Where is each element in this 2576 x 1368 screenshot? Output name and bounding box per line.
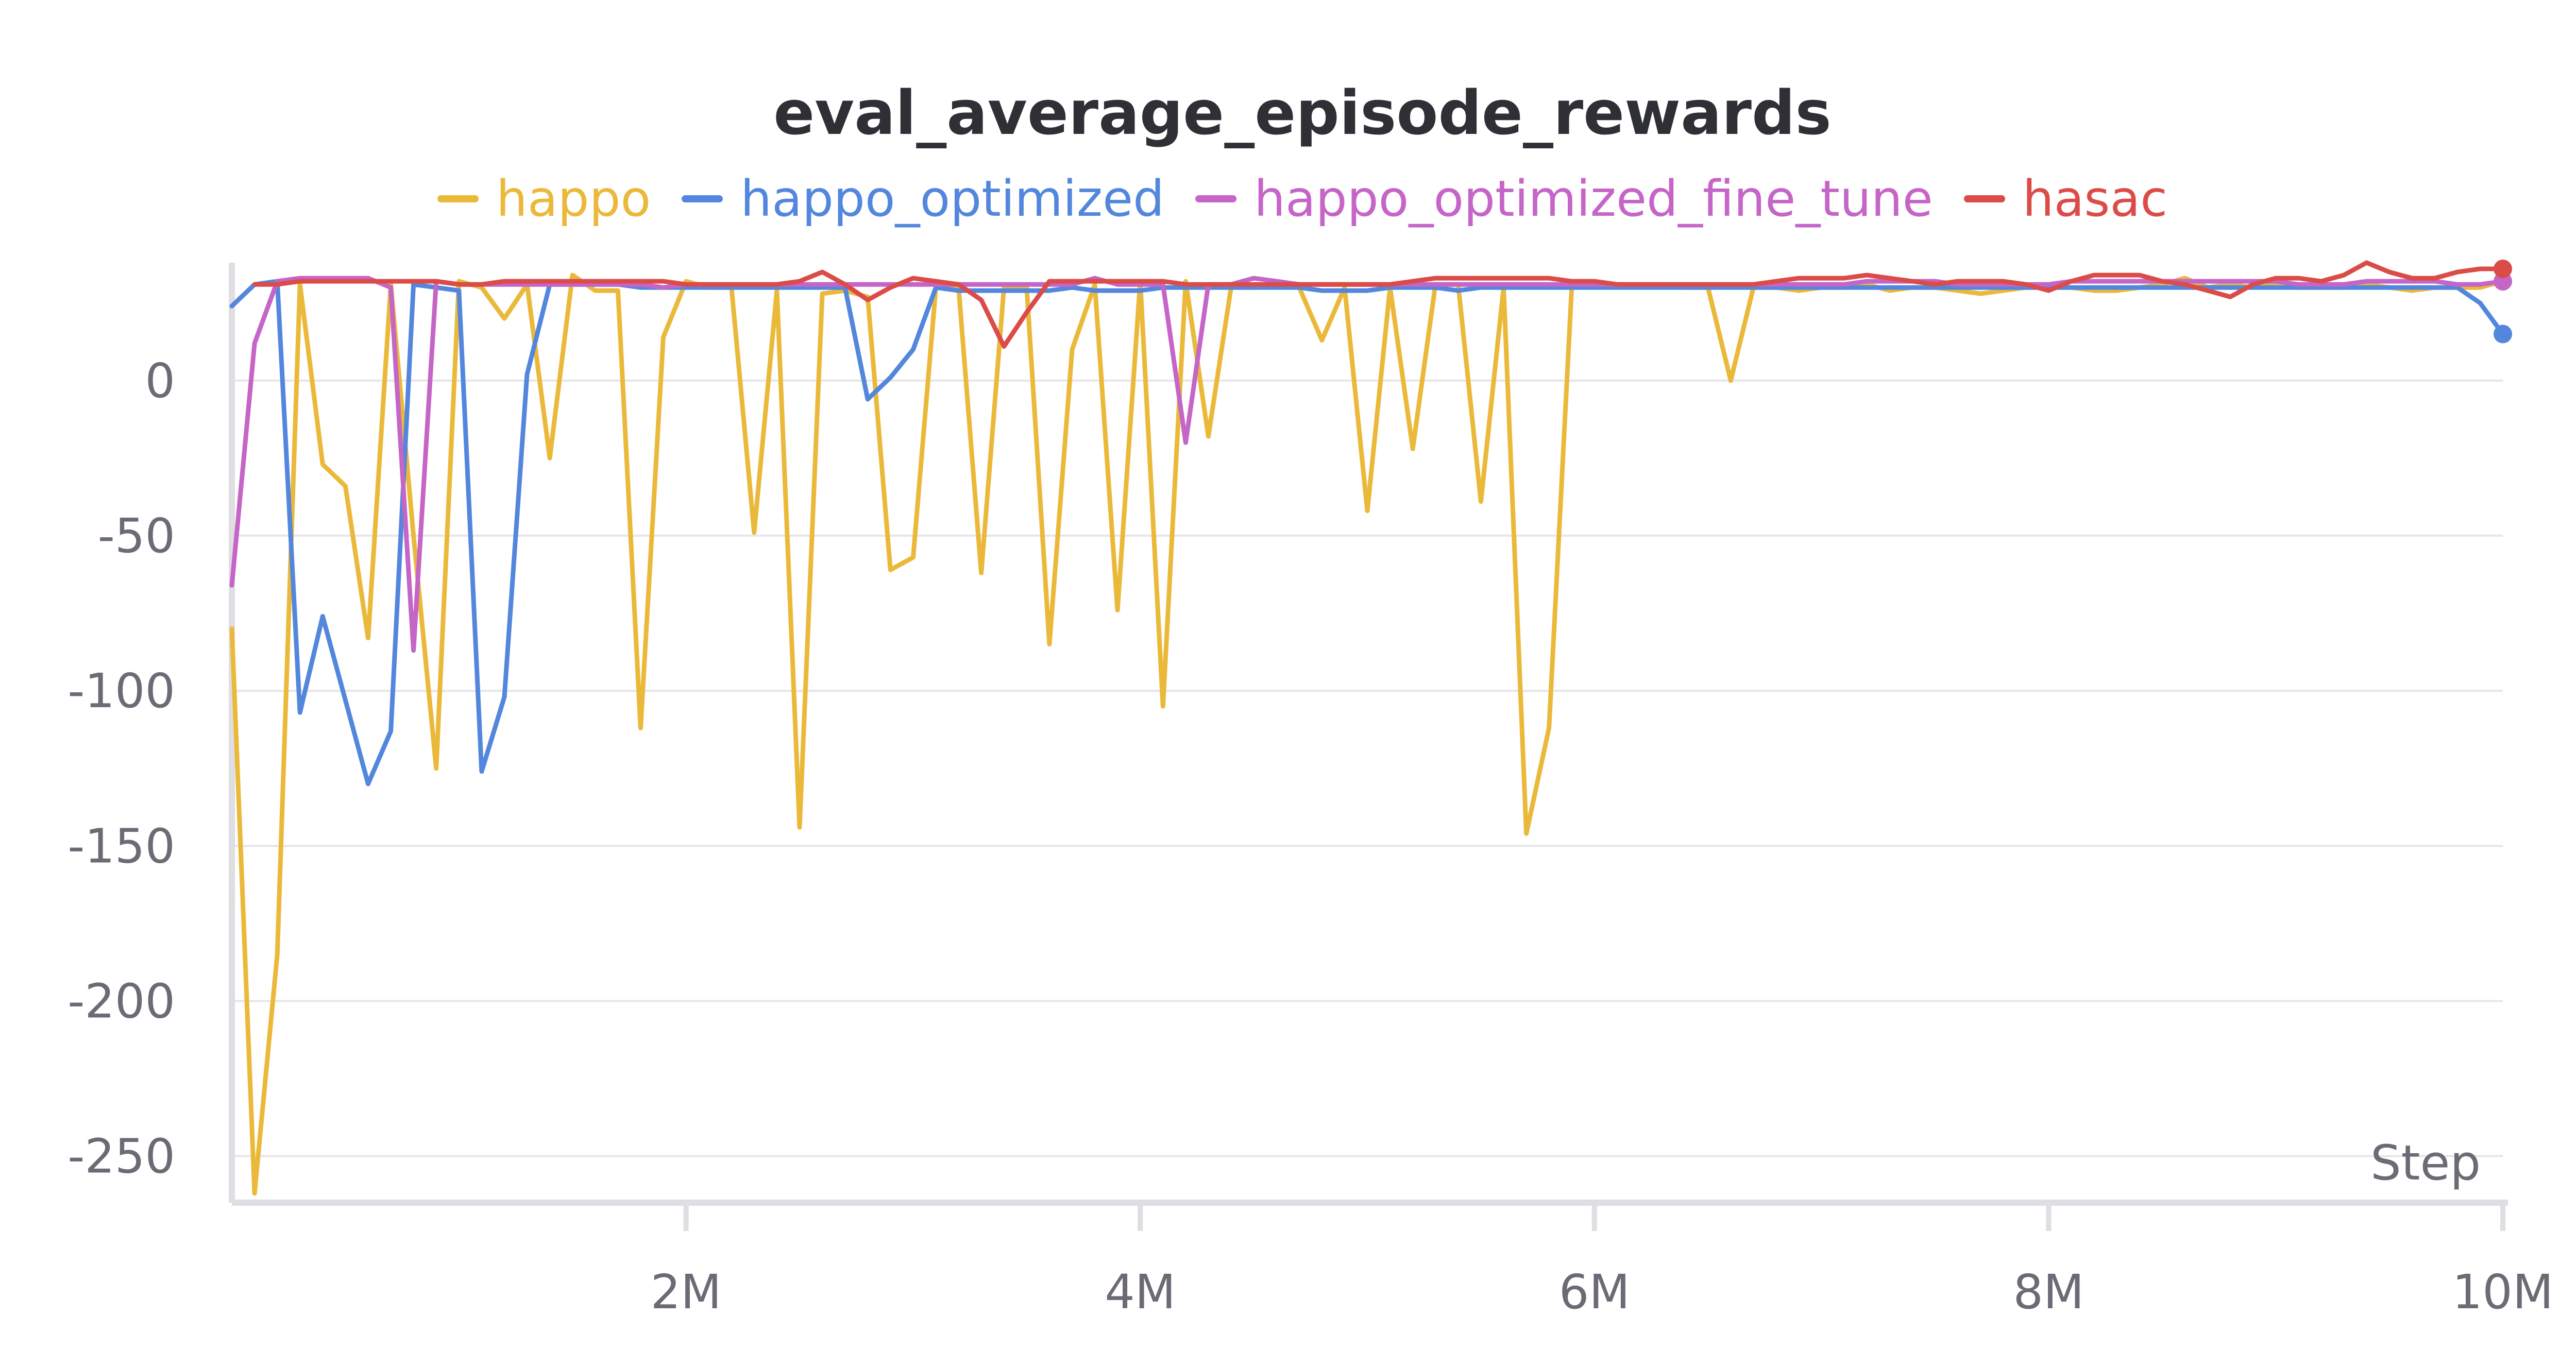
- legend-swatch-happo: [437, 195, 479, 202]
- x-tick-label: 6M: [1559, 1264, 1630, 1320]
- x-tick-label: 10M: [2452, 1264, 2553, 1320]
- legend-label-happo-optimized-fine-tune: happo_optimized_fine_tune: [1254, 170, 1933, 228]
- x-tick-label: 4M: [1105, 1264, 1176, 1320]
- legend-swatch-hasac: [1963, 195, 2005, 202]
- series-lines: [229, 260, 2505, 1196]
- series-line-happo[interactable]: [229, 272, 2505, 1196]
- series-end-point-hasac[interactable]: [2494, 260, 2512, 279]
- legend: happo happo_optimized happo_optimized_fi…: [0, 170, 2576, 228]
- y-tick-label: 0: [145, 353, 175, 408]
- legend-item-happo[interactable]: happo: [437, 170, 651, 228]
- x-axis-label: Step: [2370, 1135, 2481, 1191]
- legend-label-happo-optimized: happo_optimized: [740, 170, 1165, 228]
- legend-item-happo-optimized[interactable]: happo_optimized: [682, 170, 1164, 228]
- legend-swatch-happo-optimized-fine-tune: [1195, 195, 1237, 202]
- y-tick-label: -200: [67, 973, 175, 1029]
- x-tick-labels: 2M 4M 6M 8M 10M: [651, 1264, 2554, 1320]
- series-line-happo-optimized-fine-tune[interactable]: [229, 276, 2505, 653]
- legend-item-hasac[interactable]: hasac: [1963, 170, 2168, 228]
- series-end-markers: [2494, 260, 2512, 344]
- legend-swatch-happo-optimized: [682, 195, 723, 202]
- legend-label-hasac: hasac: [2022, 170, 2168, 228]
- y-tick-label: -250: [67, 1129, 175, 1184]
- series-line-hasac[interactable]: [252, 260, 2505, 349]
- series-line-happo-optimized[interactable]: [229, 279, 2505, 786]
- series-end-point-happo-optimized[interactable]: [2494, 324, 2512, 344]
- legend-label-happo: happo: [496, 170, 651, 228]
- x-tick-label: 8M: [2013, 1264, 2084, 1320]
- y-tick-label: -50: [98, 508, 175, 563]
- grid-lines: [232, 379, 2503, 1157]
- chart-title: eval_average_episode_rewards: [773, 77, 1832, 148]
- x-tick-label: 2M: [651, 1264, 722, 1320]
- y-tick-label: -150: [67, 818, 175, 874]
- axes: [229, 263, 2508, 1231]
- y-tick-labels: 0 -50 -100 -150 -200 -250: [67, 353, 175, 1184]
- y-tick-label: -100: [67, 663, 175, 719]
- legend-item-happo-optimized-fine-tune[interactable]: happo_optimized_fine_tune: [1195, 170, 1933, 228]
